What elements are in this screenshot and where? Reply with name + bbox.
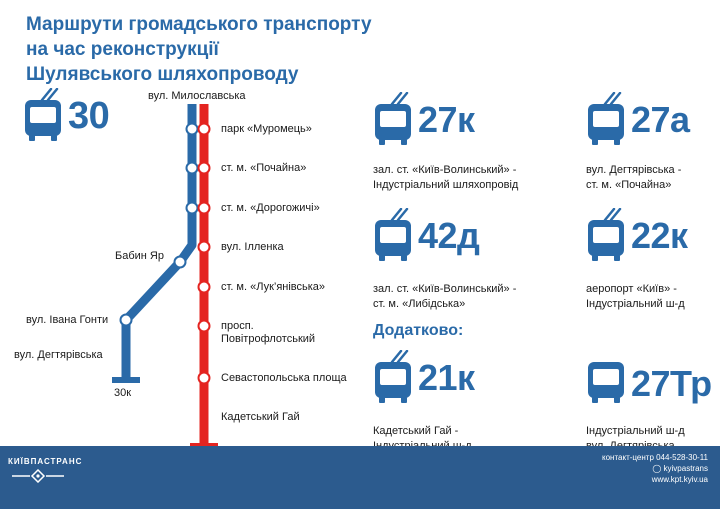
blue-line-30k xyxy=(121,104,197,378)
contacts: контакт-центр 044-528-30-11 ◯ kyivpastra… xyxy=(602,452,708,485)
route-22k: 22к xyxy=(585,208,688,264)
route-27tr: 27Тр xyxy=(585,362,712,406)
stop-label: ст. м. «Почайна» xyxy=(221,162,307,174)
route-description: аеропорт «Київ» - Індустріальний ш-д xyxy=(586,283,685,310)
stop-dot xyxy=(185,201,199,215)
stop-label: Севастопольська площа xyxy=(221,372,347,384)
stop-dot xyxy=(197,319,211,333)
contact-center: контакт-центр 044-528-30-11 xyxy=(602,453,708,462)
route-number: 27а xyxy=(631,99,690,140)
trolleybus-icon xyxy=(588,208,624,261)
branch-stop-label: Бабин Яр xyxy=(115,250,164,262)
stop-label-top: вул. Милославська xyxy=(148,90,246,102)
trolleybus-icon xyxy=(375,208,411,261)
route-description: вул. Дегтярівська - ст. м. «Почайна» xyxy=(586,164,682,191)
trolleybus-icon xyxy=(375,92,411,145)
route-number: 22к xyxy=(631,215,688,256)
title-line-1: Маршрути громадського транспорту xyxy=(26,14,372,35)
route-number: 21к xyxy=(418,357,475,398)
stop-dot xyxy=(197,201,211,215)
stop-label: ст. м. «Дорогожичі» xyxy=(221,202,320,214)
blue-end-label: 30к xyxy=(114,387,132,399)
stop-label: вул. Ілленка xyxy=(221,241,284,253)
route-number: 42д xyxy=(418,215,480,256)
route-number: 27Тр xyxy=(631,363,712,404)
stop-dot xyxy=(197,240,211,254)
branch-stop-label: вул. Івана Гонти xyxy=(26,314,109,326)
title-line-3: Шулявського шляхопроводу xyxy=(26,64,299,85)
route-description: зал. ст. «Київ-Волинський» - ст. м. «Либ… xyxy=(373,283,517,310)
stop-label: Кадетський Гай xyxy=(221,411,300,423)
stop-dot xyxy=(185,122,199,136)
additional-heading: Додатково: xyxy=(373,322,464,339)
route-42d: 42д xyxy=(372,208,480,264)
stop-dot xyxy=(173,255,187,269)
branch-stop-label: вул. Дегтярівська xyxy=(14,349,103,361)
route-number: 30 xyxy=(68,94,110,137)
stop-label: ст. м. «Лук’янівська» xyxy=(221,281,326,293)
footer: КИЇВПАСТРАНС контакт-центр 044-528-30-11… xyxy=(0,446,720,509)
stop-label: парк «Муромець» xyxy=(221,123,312,135)
stop-dot xyxy=(197,280,211,294)
route-27a: 27а xyxy=(585,92,690,148)
company-logo: КИЇВПАСТРАНС xyxy=(8,457,82,483)
route-27k: 27к xyxy=(372,92,475,148)
trolleybus-icon xyxy=(375,350,411,403)
stop-dot xyxy=(197,161,211,175)
stop-label: просп. Повітрофлотський xyxy=(221,320,316,345)
route-30-header: 30 xyxy=(22,88,110,144)
stop-dot xyxy=(197,371,211,385)
title-line-2: на час реконструкції xyxy=(26,39,219,60)
route-21k: 21к xyxy=(372,350,475,406)
instagram-icon: ◯ xyxy=(652,464,664,473)
logo-emblem-icon xyxy=(12,469,64,483)
social-handle: kyivpastrans xyxy=(663,464,708,473)
website-link[interactable]: www.kpt.kyiv.ua xyxy=(651,475,708,484)
page-title: Маршрути громадського транспорту на час … xyxy=(26,12,406,87)
route-description: зал. ст. «Київ-Волинський» - Індустріаль… xyxy=(373,164,519,191)
stop-dot xyxy=(119,313,133,327)
stop-dot xyxy=(197,122,211,136)
trolleybus-icon xyxy=(588,92,624,145)
bus-icon xyxy=(588,362,624,403)
stop-dot xyxy=(185,161,199,175)
trolleybus-icon xyxy=(25,88,61,141)
route-number: 27к xyxy=(418,99,475,140)
